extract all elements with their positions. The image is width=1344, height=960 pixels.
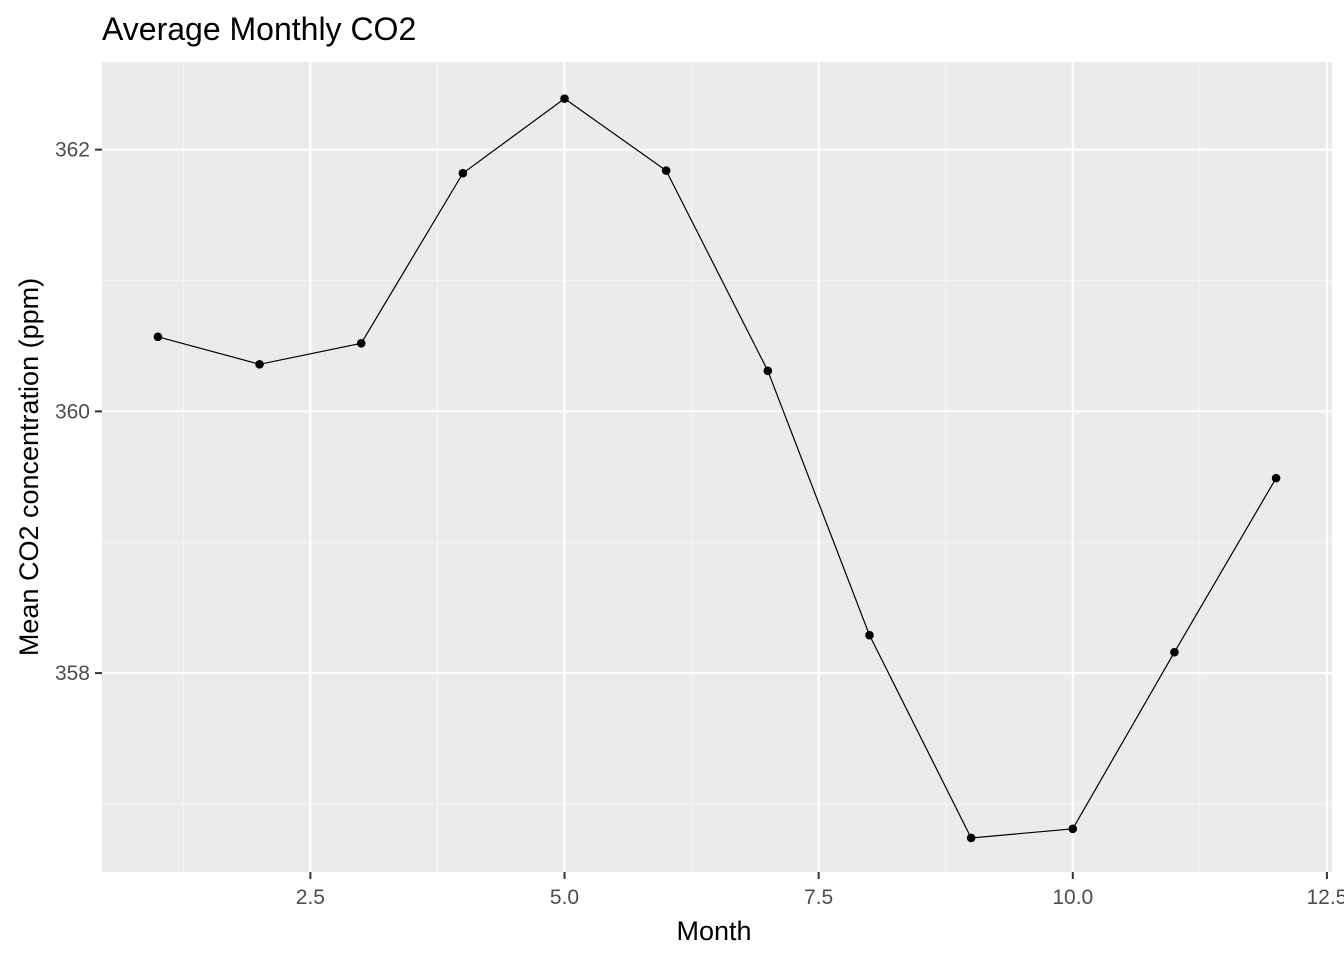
chart-title: Average Monthly CO2 [102,11,416,47]
data-point [255,359,264,369]
y-tick-label: 358 [55,662,90,685]
data-point [763,366,773,376]
y-tick-label: 362 [55,139,90,162]
data-point [1271,473,1281,483]
y-axis-title: Mean CO2 concentration (ppm) [14,278,44,656]
grid-minor [102,62,1332,872]
data-point [966,833,976,843]
y-axis: 358 360 362 [55,139,102,685]
x-tick-label: 5.0 [550,886,579,909]
x-tick-label: 10.0 [1052,886,1093,909]
x-tick-label: 2.5 [296,886,325,909]
series-layer [153,94,1281,843]
data-point [458,168,468,178]
data-point [1068,824,1078,834]
series-line [157,97,1277,839]
plot-panel [102,62,1332,872]
grid-major [102,62,1332,872]
data-point [865,630,874,640]
x-axis-title: Month [676,916,751,946]
x-tick-label: 12.5 [1306,886,1344,909]
y-tick-label: 360 [55,400,90,423]
data-point [153,332,163,342]
x-tick-label: 7.5 [804,886,833,909]
x-axis: 2.5 5.0 7.5 10.0 12.5 [296,872,1344,909]
data-point [356,339,366,348]
data-point [1170,647,1179,657]
data-point [661,166,671,175]
data-point [560,94,569,103]
